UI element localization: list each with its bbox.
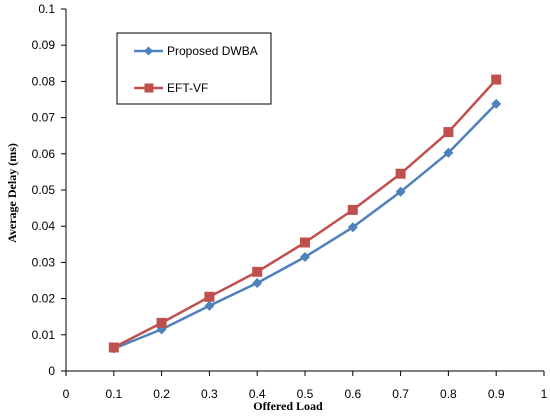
legend-label-proposed-dwba: Proposed DWBA [167, 44, 258, 58]
x-tick-label: 0.4 [249, 387, 266, 401]
x-tick-label: 0.7 [392, 387, 409, 401]
data-point-proposed-dwba [443, 147, 454, 158]
x-tick-label: 1 [541, 387, 548, 401]
x-tick-label: 0.6 [344, 387, 361, 401]
x-tick-label: 0.8 [440, 387, 457, 401]
x-tick-label: 0.9 [488, 387, 505, 401]
legend-marker-proposed-dwba [144, 46, 153, 56]
data-point-eft-vf [300, 237, 310, 248]
legend-item-eft-vf: EFT-VF [134, 81, 208, 95]
y-tick-label: 0.01 [32, 328, 56, 342]
y-axis-title: Average Delay (ms) [5, 143, 19, 243]
legend-label-eft-vf: EFT-VF [167, 81, 208, 95]
data-point-proposed-dwba [347, 222, 358, 233]
data-point-eft-vf [395, 168, 406, 179]
data-point-proposed-dwba [252, 278, 263, 289]
data-point-eft-vf [443, 127, 454, 138]
legend-item-proposed-dwba: Proposed DWBA [134, 44, 258, 58]
y-tick-label: 0.06 [32, 147, 56, 161]
legend-box [116, 32, 272, 105]
data-point-eft-vf [347, 204, 358, 215]
data-point-eft-vf [252, 266, 263, 277]
data-point-proposed-dwba [204, 300, 215, 311]
y-tick-label: 0.1 [38, 2, 55, 16]
series-line-eft-vf [113, 78, 498, 349]
x-axis-title: Offered Load [253, 399, 323, 413]
y-tick-label: 0.08 [32, 74, 56, 88]
data-point-proposed-dwba [300, 251, 310, 262]
y-tick-label: 0.04 [32, 219, 56, 233]
data-point-eft-vf [108, 342, 119, 353]
data-point-proposed-dwba [491, 98, 502, 109]
y-axis-ticks: 0 0.01 0.02 0.03 0.04 0.05 0.06 0.07 0.08 0.09 0.1 [32, 2, 66, 378]
data-point-eft-vf [204, 291, 215, 302]
x-tick-label: 0.1 [105, 387, 122, 401]
y-tick-label: 0.02 [32, 292, 56, 306]
x-tick-label: 0.2 [153, 387, 170, 401]
legend: Proposed DWBA EFT-VF [116, 32, 272, 105]
y-tick-label: 0.03 [32, 255, 56, 269]
legend-marker-eft-vf [144, 83, 154, 93]
data-point-eft-vf [156, 317, 167, 328]
y-tick-label: 0.05 [32, 183, 56, 197]
x-tick-label: 0.3 [201, 387, 218, 401]
data-point-proposed-dwba [395, 186, 406, 197]
data-point-eft-vf [491, 74, 502, 85]
series-layer [108, 74, 502, 354]
x-tick-label: 0 [63, 387, 70, 401]
y-tick-label: 0 [48, 364, 55, 378]
y-tick-label: 0.07 [32, 111, 56, 125]
x-tick-label: 0.5 [297, 387, 314, 401]
y-tick-label: 0.09 [32, 38, 56, 52]
x-axis-ticks: 0 0.1 0.2 0.3 0.4 0.5 0.6 0.7 0.8 0.9 1 [63, 371, 548, 401]
